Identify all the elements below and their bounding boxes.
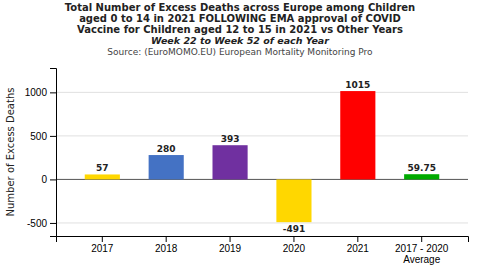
y-tick-mark [50,92,56,93]
y-tick-label: -500 [27,218,47,229]
data-label: 280 [157,144,176,154]
x-tick-label-line: Average [403,254,441,265]
bar [85,174,120,179]
title-line: Total Number of Excess Deaths across Eur… [65,2,415,13]
x-tick-label-line: 2017 [91,243,114,254]
x-tick-label-line: 2021 [347,243,370,254]
x-tick-label-line: 2020 [283,243,306,254]
y-axis: -500 0 500 1000 [25,69,57,237]
x-tick: 2017 [91,236,114,254]
y-tick-label: 1000 [25,87,48,98]
bar [276,179,311,222]
y-tick: 500 [30,131,56,142]
x-tick: 2017 - 2020Average [395,236,449,265]
x-tick-mark [230,236,231,242]
x-tick: 2018 [155,236,178,254]
grid [56,92,468,223]
subtitle: Week 22 to Week 52 of each Year [151,35,330,46]
x-axis-line [57,237,469,243]
x-tick-label-line: 2018 [155,243,178,254]
bar [149,155,184,179]
x-tick-label: 2017 - 2020Average [395,243,449,265]
x-tick-label-line: 2019 [219,243,242,254]
bar [404,174,439,179]
x-tick: 2019 [219,236,242,254]
y-tick: -500 [27,218,56,229]
bar [340,91,375,179]
annotation: Source: (EuroMOMO.EU) European Mortality… [107,47,373,57]
x-tick: 2021 [347,236,370,254]
x-tick-label: 2018 [155,243,178,254]
data-label: 393 [221,134,240,144]
chart: Total Number of Excess Deaths across Eur… [0,0,480,270]
x-tick-mark [293,236,294,242]
bar [212,145,247,179]
x-tick-label-line: 2017 - 2020 [395,243,449,254]
data-labels: 57 280 393 -491 1015 59.75 [96,80,436,234]
plot: -500 0 500 1000 2017 2018 2019 2020 2021 2017 - 2… [5,69,469,266]
title-line: Vaccine for Children aged 12 to 15 in 20… [77,24,403,35]
y-axis-line [50,69,57,237]
x-tick-label: 2021 [347,243,370,254]
x-tick-mark [166,236,167,242]
data-label: -491 [283,224,306,234]
y-tick-mark [50,223,56,224]
title: Total Number of Excess Deaths across Eur… [65,2,415,35]
data-label: 1015 [345,80,370,90]
x-tick-label: 2020 [283,243,306,254]
data-label: 57 [96,163,109,173]
x-tick-mark [421,236,422,242]
y-tick-label: 500 [30,131,47,142]
grid-line [56,92,468,93]
y-tick: 0 [41,174,56,185]
x-tick-mark [102,236,103,242]
bars [85,91,440,222]
y-axis-title: Number of Excess Deaths [5,88,16,217]
grid-line [56,222,468,223]
x-tick-label: 2017 [91,243,114,254]
x-tick-label: 2019 [219,243,242,254]
y-tick-label: 0 [41,174,47,185]
title-line: aged 0 to 14 in 2021 FOLLOWING EMA appro… [79,13,401,24]
x-tick-mark [357,236,358,242]
y-tick-mark [50,179,56,180]
x-axis: 2017 2018 2019 2020 2021 2017 - 2020Average [57,236,469,265]
y-tick: 1000 [25,87,56,98]
y-tick-mark [50,136,56,137]
data-label: 59.75 [407,163,435,173]
x-tick: 2020 [283,236,306,254]
grid-line [56,135,468,136]
